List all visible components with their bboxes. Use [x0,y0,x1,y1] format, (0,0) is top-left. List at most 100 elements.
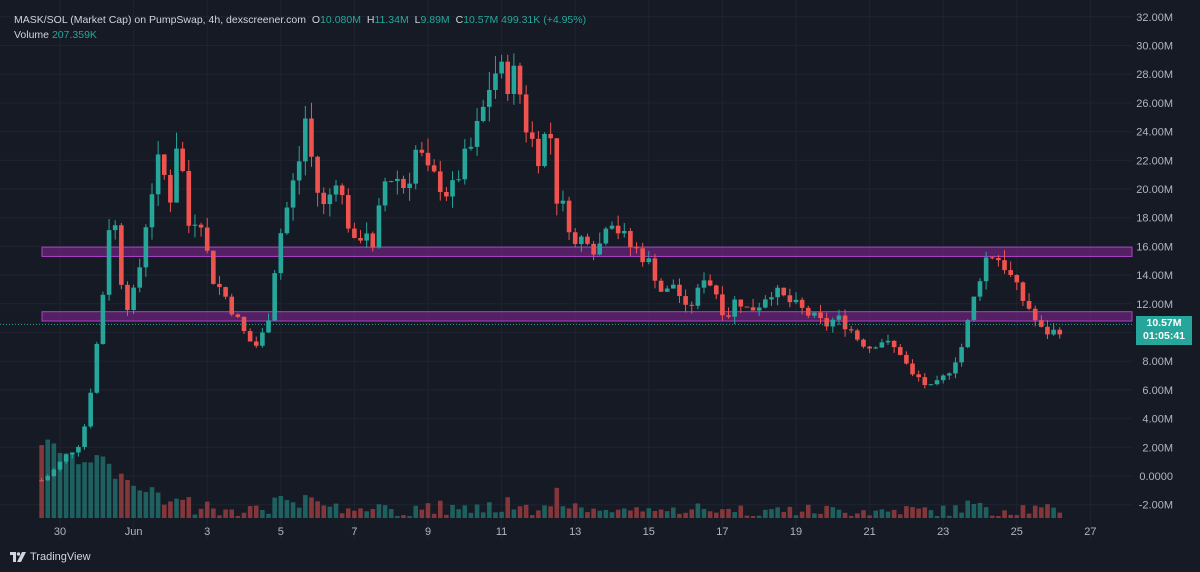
candle-body [585,236,590,244]
candle-body [560,200,566,204]
candle-body [891,340,897,348]
volume-bar [1057,512,1063,518]
volume-bar [82,462,87,518]
volume-bar [223,509,228,518]
volume-bar [793,515,799,518]
x-tick-label: 5 [278,526,284,538]
last-price-tag: 10.57M 01:05:41 [1136,316,1192,345]
volume-bar [897,514,903,518]
volume-bar [333,503,339,518]
symbol-title[interactable]: MASK/SOL (Market Cap) on PumpSwap, 4h, d… [14,14,306,26]
candle-body [1051,329,1056,335]
volume-bar [217,515,222,518]
volume-bar [726,508,731,518]
candle-body [707,280,713,286]
volume-bar [517,506,523,518]
candle-body [897,347,903,355]
candle-body [321,192,327,205]
volume-bar [444,514,449,518]
volume-bar [867,515,872,518]
candle-body [910,363,915,375]
volume-bar [1014,515,1020,518]
volume-bar [910,507,915,518]
volume-bar [805,504,811,518]
volume-bar [836,509,842,518]
candle-body [395,178,400,182]
candle-body [720,294,725,316]
volume-bar [720,509,725,518]
volume-value: 207.359K [51,29,97,41]
volume-bar [989,515,995,518]
last-price-value: 10.57M [1146,317,1182,329]
volume-bar [689,509,695,518]
volume-bar [358,508,363,518]
volume-bar [198,508,204,518]
candle-body [45,476,51,481]
candle-body [855,330,860,340]
y-tick-label: 26.00M [1136,98,1173,110]
volume-bar [738,505,744,518]
candle-body [603,228,609,244]
candle-body [1014,274,1020,283]
volume-bar [787,506,793,518]
candle-body [149,194,155,228]
candle-body [63,454,69,462]
candle-body [652,258,658,281]
volume-bar [100,456,106,518]
candle-body [787,295,793,303]
candle-body [229,296,235,315]
volume-bar [137,490,143,518]
x-tick-label: 21 [863,526,875,538]
close-value: 10.57M [463,14,499,26]
tradingview-branding[interactable]: TradingView [10,551,91,563]
candle-body [873,347,879,349]
candle-body [664,288,670,292]
volume-bar [395,516,400,518]
candle-body [695,287,701,306]
candle-body [437,171,443,192]
volume-bar [480,512,486,518]
x-tick-label: 11 [496,526,507,538]
volume-bar [572,503,578,518]
volume-bar [947,515,952,518]
volume-bar [51,443,57,518]
candle-body [799,299,805,308]
y-tick-label: 8.00M [1142,356,1173,368]
volume-bar [953,505,958,518]
candle-body [572,232,578,245]
volume-bar [253,505,259,518]
low-label: L [414,14,421,26]
volume-bar [106,463,112,518]
candle-body [211,250,216,284]
volume-bar [69,452,75,518]
volume-bar [241,512,247,518]
candle-body [591,243,596,255]
price-axis[interactable]: 32.00M 30.00M 28.00M 26.00M 24.00M 22.00M 20.0… [1136,12,1173,512]
volume-bar [609,512,615,518]
candle-body [689,304,695,306]
volume-bar [855,513,860,518]
candle-body [517,65,523,95]
volume-bar [554,487,560,518]
time-axis[interactable]: 30 Jun 3 5 7 9 11 13 15 17 19 21 23 25 27 [54,526,1097,538]
volume-bar [842,512,848,518]
y-tick-label: 2.00M [1142,442,1173,454]
candle-body [1002,260,1007,271]
y-tick-label: 24.00M [1136,127,1173,139]
candle-body [192,224,198,226]
chart-legend: MASK/SOL (Market Cap) on PumpSwap, 4h, d… [14,13,586,43]
volume-bar [781,511,787,518]
x-tick-label: 23 [937,526,949,538]
volume-bar [1045,504,1050,518]
volume-bar [229,509,235,518]
candle-body [848,329,854,331]
y-tick-label: 18.00M [1136,213,1173,225]
candle-body [161,154,167,175]
candle-body [922,377,928,386]
candle-body [1026,300,1032,309]
volume-bar [885,511,891,518]
x-tick-label: 25 [1011,526,1023,538]
candle-body [174,148,179,203]
volume-bar [382,505,388,518]
